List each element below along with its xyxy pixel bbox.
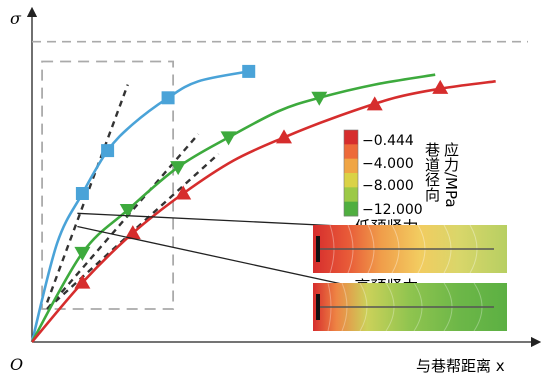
annotation-leader-1: [77, 212, 351, 228]
square-marker: [75, 187, 89, 200]
origin-label: O: [10, 355, 23, 374]
colorbar-swatch-5: [344, 187, 358, 203]
curve-square: [30, 70, 249, 343]
colorbar-swatch-4: [344, 173, 358, 188]
triangle-up-marker: [74, 274, 91, 289]
colorbar-swatch-6: [344, 201, 358, 217]
colorbar-title-line2: 应力/MPa: [442, 141, 460, 207]
tangent-lines: [45, 84, 220, 310]
tangent-line-1: [45, 84, 129, 303]
triangle-down-marker: [119, 204, 136, 218]
triangle-up-marker: [175, 185, 192, 200]
colorbar-swatch-3: [344, 158, 358, 174]
square-marker: [242, 64, 256, 78]
colorbar-frame: [343, 129, 359, 217]
marker-group: [74, 64, 449, 289]
colorbar-tick-3: −8.000: [362, 178, 414, 194]
colorbar: −0.444 −4.000 −8.000 −12.000 巷道径向 应力/MPa: [343, 129, 460, 218]
colorbar-tick-2: −4.000: [362, 156, 414, 172]
colorbar-swatch-1: [344, 130, 358, 145]
colorbar-swatches: [344, 130, 358, 217]
y-axis-label: σ: [10, 9, 22, 28]
colorbar-title-line1: 巷道径向: [423, 142, 441, 202]
triangle-up-marker: [432, 79, 449, 94]
triangle-up-marker: [276, 129, 292, 144]
triangle-up-marker: [366, 96, 383, 111]
stress-contour-low-pretension: [313, 224, 507, 274]
x-axis-label: 与巷帮距离 x: [416, 357, 505, 375]
curve-triangle-up: [31, 80, 496, 343]
stress-contour-high-pretension: [313, 282, 507, 332]
colorbar-tick-1: −0.444: [362, 133, 414, 149]
triangle-down-marker: [220, 131, 237, 146]
colorbar-tick-4: −12.000: [362, 202, 423, 218]
square-marker: [101, 144, 115, 158]
tangent-line-2: [46, 133, 200, 310]
colorbar-swatch-2: [344, 144, 358, 160]
square-marker: [161, 91, 175, 105]
dashed-zoom-box: [41, 60, 175, 310]
triangle-down-marker: [170, 161, 187, 176]
triangle-up-marker: [124, 225, 141, 240]
triangle-down-marker: [74, 246, 91, 261]
annotation-leader-2: [77, 225, 351, 287]
triangle-down-marker: [311, 91, 328, 106]
